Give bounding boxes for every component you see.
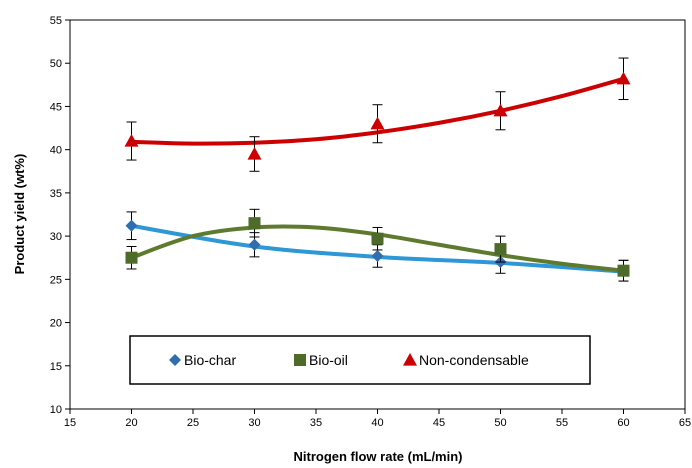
- legend-label-non-condensable: Non-condensable: [419, 352, 529, 368]
- bio-oil-point: [125, 251, 138, 264]
- x-tick-label: 60: [617, 417, 629, 429]
- y-axis-title: Product yield (wt%): [12, 154, 27, 275]
- non-condensable-point: [247, 146, 262, 160]
- y-tick-label: 35: [50, 188, 62, 200]
- non-condensable-point: [370, 116, 385, 130]
- x-tick-label: 40: [371, 417, 383, 429]
- bio-char-point: [248, 238, 261, 251]
- bio-oil-point: [617, 264, 630, 277]
- y-tick-label: 40: [50, 145, 62, 157]
- bio-char-point: [371, 249, 384, 262]
- legend: Bio-char Bio-oil Non-condensable: [129, 335, 591, 385]
- legend-label-bio-oil: Bio-oil: [309, 352, 348, 368]
- x-tick-label: 45: [433, 417, 445, 429]
- series-non-condensable: [124, 57, 631, 172]
- non-condensable-point: [616, 71, 631, 85]
- legend-marker-bio-oil: [294, 354, 306, 366]
- x-tick-label: 20: [125, 417, 137, 429]
- y-axis: 10 15 20 25 30 35 40 45 50 55: [50, 15, 70, 416]
- x-axis: 15 20 25 30 35 40 45 50 55 60 65: [64, 409, 691, 429]
- y-tick-label: 55: [50, 15, 62, 27]
- y-tick-label: 30: [50, 231, 62, 243]
- bio-char-point: [125, 219, 138, 232]
- x-tick-label: 55: [556, 417, 568, 429]
- legend-item-bio-char: Bio-char: [169, 352, 236, 368]
- x-tick-label: 65: [679, 417, 691, 429]
- x-axis-title: Nitrogen flow rate (mL/min): [294, 449, 463, 464]
- non-condensable-point: [493, 103, 508, 117]
- series-bio-oil: [125, 208, 630, 282]
- x-tick-label: 25: [187, 417, 199, 429]
- legend-item-non-condensable: Non-condensable: [403, 352, 529, 368]
- series-layer: [124, 57, 631, 282]
- x-tick-label: 30: [248, 417, 260, 429]
- legend-label-bio-char: Bio-char: [184, 352, 236, 368]
- x-tick-label: 15: [64, 417, 76, 429]
- y-tick-label: 45: [50, 101, 62, 113]
- legend-marker-non-condensable: [403, 353, 417, 366]
- y-tick-label: 15: [50, 361, 62, 373]
- y-tick-label: 10: [50, 404, 62, 416]
- bio-oil-point: [494, 243, 507, 256]
- bio-oil-point: [248, 217, 261, 230]
- y-tick-label: 50: [50, 58, 62, 70]
- legend-marker-bio-char: [169, 354, 181, 366]
- y-tick-label: 20: [50, 318, 62, 330]
- bio-oil-point: [371, 232, 384, 245]
- y-tick-label: 25: [50, 274, 62, 286]
- x-tick-label: 50: [494, 417, 506, 429]
- legend-box: [129, 335, 591, 385]
- legend-item-bio-oil: Bio-oil: [294, 352, 348, 368]
- non-condensable-point: [124, 134, 139, 147]
- x-tick-label: 35: [310, 417, 322, 429]
